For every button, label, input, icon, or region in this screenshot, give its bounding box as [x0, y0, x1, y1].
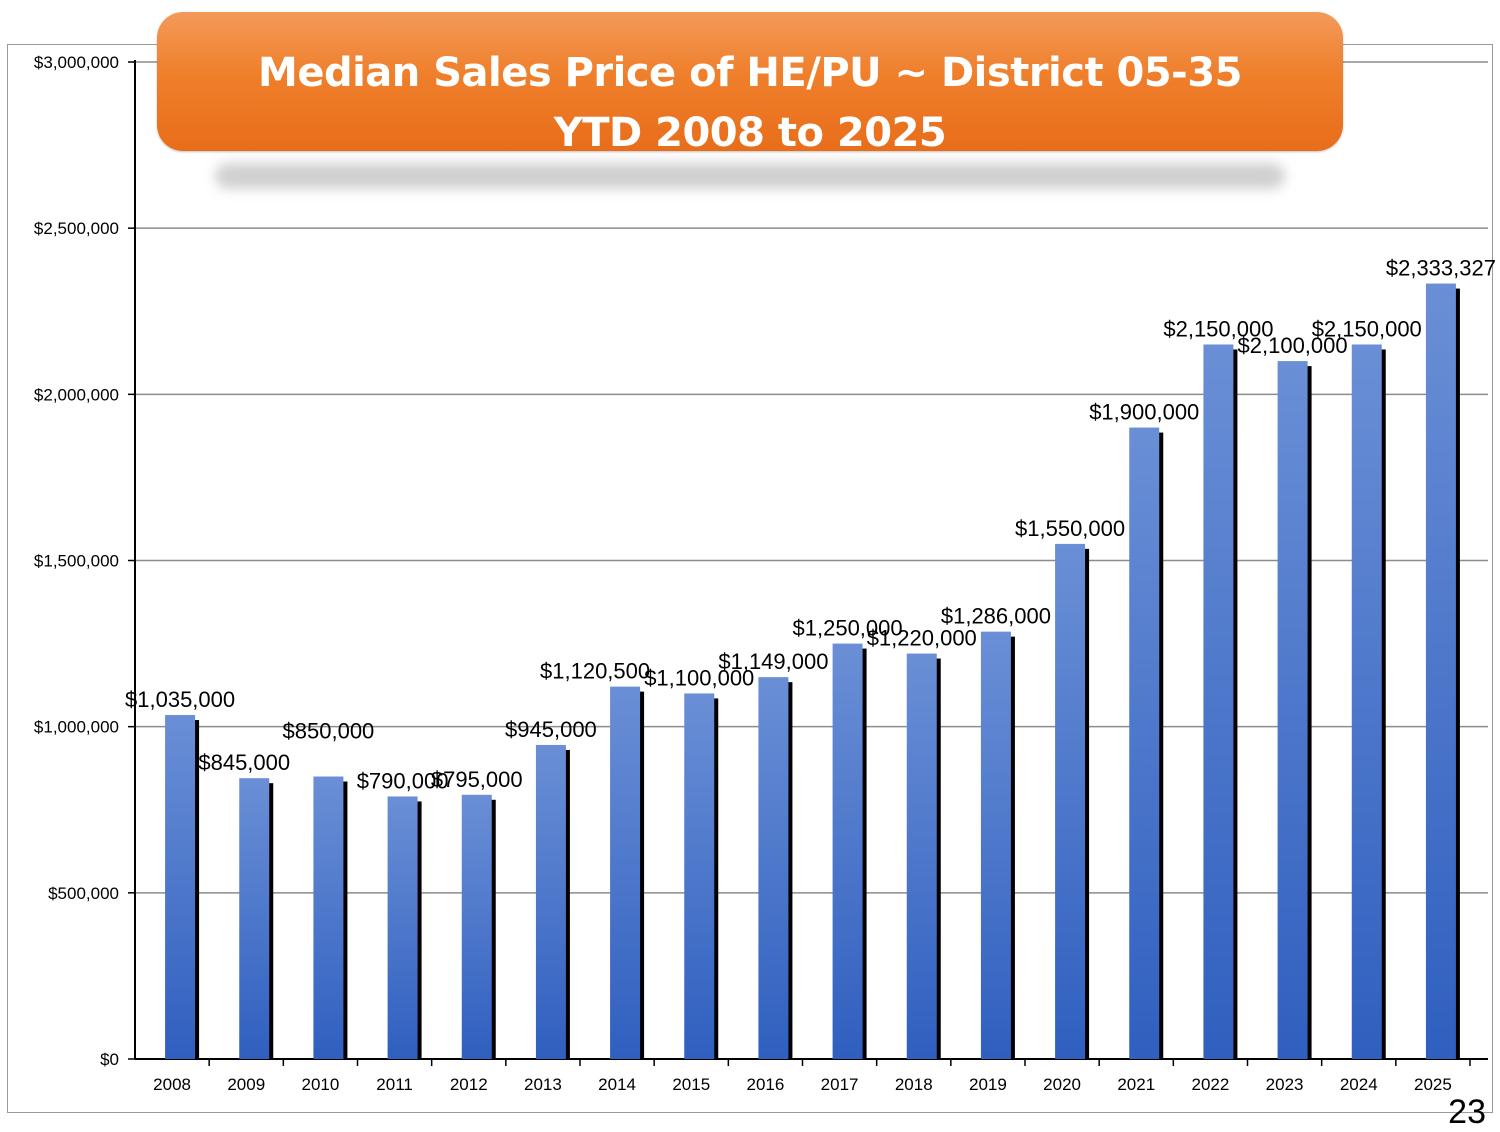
- bar-2009: [239, 778, 270, 1059]
- data-label-2013: $945,000: [505, 717, 597, 742]
- x-tick-label: 2018: [895, 1075, 933, 1094]
- bar-2014: [610, 686, 641, 1059]
- data-label-2019: $1,286,000: [941, 604, 1051, 629]
- bar-2019: [980, 631, 1011, 1059]
- bar-2010: [313, 776, 344, 1059]
- data-label-2016: $1,149,000: [718, 649, 828, 674]
- data-label-2015: $1,100,000: [644, 665, 754, 690]
- bar-2022: [1203, 344, 1234, 1059]
- x-tick-label: 2010: [302, 1075, 340, 1094]
- x-tick-label: 2015: [672, 1075, 710, 1094]
- x-tick-label: 2016: [747, 1075, 785, 1094]
- axes: $0 $500,000 $1,000,000 $1,500,000 $2,000,000…: [34, 53, 1488, 1094]
- bar-2021: [1129, 427, 1160, 1060]
- x-tick-label: 2024: [1340, 1075, 1378, 1094]
- data-label-2014: $1,120,500: [540, 659, 650, 684]
- data-label-2021: $1,900,000: [1089, 400, 1199, 425]
- data-label-2012: $795,000: [431, 767, 523, 792]
- bar-2024: [1351, 344, 1382, 1059]
- x-tick-label: 2009: [227, 1075, 265, 1094]
- bars: [165, 283, 1460, 1060]
- x-tick-label: 2008: [153, 1075, 191, 1094]
- data-label-2011: $790,000: [357, 768, 449, 793]
- x-tick-label: 2014: [598, 1075, 636, 1094]
- bar-2023: [1277, 361, 1308, 1060]
- bar-2025: [1425, 283, 1456, 1060]
- data-label-2017: $1,250,000: [793, 616, 903, 641]
- y-tick-label: $1,000,000: [34, 718, 119, 737]
- y-tick-label: $2,500,000: [34, 219, 119, 238]
- x-tick-label: 2021: [1117, 1075, 1155, 1094]
- data-label-2010: $850,000: [283, 719, 375, 744]
- bar-2012: [461, 794, 492, 1059]
- chart-subtitle: YTD 2008 to 2025: [553, 110, 947, 156]
- data-label-2024: $2,150,000: [1312, 316, 1422, 341]
- bar-2008: [165, 715, 196, 1059]
- data-labels: $1,035,000 $845,000 $850,000 $790,000$795,0…: [125, 256, 1496, 794]
- y-tick-label: $500,000: [48, 884, 119, 903]
- x-tick-label: 2023: [1266, 1075, 1304, 1094]
- x-tick-label: 2017: [821, 1075, 859, 1094]
- y-tick-label: $1,500,000: [34, 552, 119, 571]
- data-label-2008: $1,035,000: [125, 687, 235, 712]
- x-tick-label: 2025: [1414, 1075, 1452, 1094]
- x-tick-label: 2022: [1192, 1075, 1230, 1094]
- data-label-2025: $2,333,327: [1386, 256, 1496, 281]
- bar-2013: [535, 744, 566, 1059]
- x-tick-label: 2013: [524, 1075, 562, 1094]
- title-banner: Median Sales Price of HE/PU ~ District 0…: [157, 12, 1343, 156]
- bar-2017: [832, 643, 863, 1059]
- y-tick-label: $2,000,000: [34, 385, 119, 404]
- data-label-2020: $1,550,000: [1015, 516, 1125, 541]
- data-label-2022: $2,150,000: [1163, 316, 1273, 341]
- x-tick-label: 2020: [1043, 1075, 1081, 1094]
- bar-2015: [684, 693, 715, 1059]
- data-label-2018: $1,220,000: [867, 626, 977, 651]
- x-tick-label: 2011: [376, 1075, 413, 1094]
- bar-2018: [906, 653, 937, 1059]
- title-banner-shadow: [215, 163, 1285, 189]
- data-label-2023: $2,100,000: [1238, 333, 1348, 358]
- bar-2011: [387, 796, 418, 1059]
- y-tick-label: $3,000,000: [34, 53, 119, 72]
- x-tick-label: 2019: [969, 1075, 1007, 1094]
- data-label-2009: $845,000: [198, 750, 290, 775]
- chart-title: Median Sales Price of HE/PU ~ District 0…: [258, 50, 1242, 96]
- bar-2016: [758, 677, 789, 1059]
- y-tick-label: $0: [100, 1050, 119, 1069]
- page-number: 23: [1448, 1093, 1486, 1131]
- x-tick-label: 2012: [450, 1075, 488, 1094]
- bar-2020: [1055, 543, 1086, 1059]
